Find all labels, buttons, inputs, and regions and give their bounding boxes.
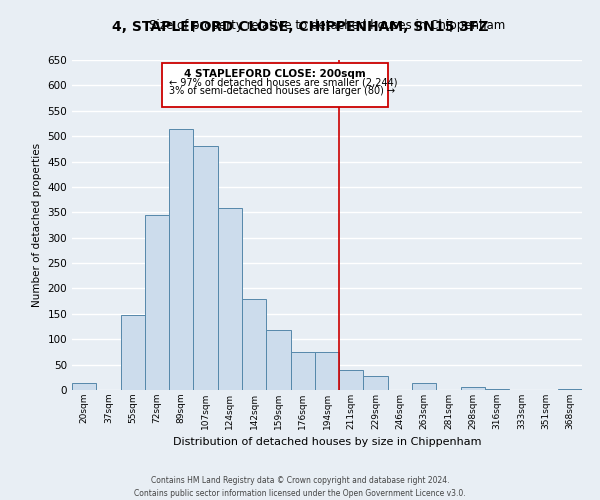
Text: 3% of semi-detached houses are larger (80) →: 3% of semi-detached houses are larger (8… bbox=[169, 86, 395, 96]
Bar bbox=[558, 389, 582, 390]
Text: 4 STAPLEFORD CLOSE: 200sqm: 4 STAPLEFORD CLOSE: 200sqm bbox=[184, 68, 365, 78]
Bar bbox=[485, 389, 509, 390]
Text: ← 97% of detached houses are smaller (2,244): ← 97% of detached houses are smaller (2,… bbox=[169, 78, 398, 88]
Bar bbox=[242, 298, 266, 390]
Bar bbox=[290, 352, 315, 390]
Bar bbox=[169, 128, 193, 390]
Text: 4, STAPLEFORD CLOSE, CHIPPENHAM, SN15 3FZ: 4, STAPLEFORD CLOSE, CHIPPENHAM, SN15 3F… bbox=[112, 20, 488, 34]
Bar bbox=[121, 315, 145, 390]
Bar bbox=[461, 388, 485, 390]
Bar bbox=[218, 208, 242, 390]
Bar bbox=[145, 215, 169, 390]
Bar bbox=[266, 330, 290, 390]
Bar bbox=[364, 376, 388, 390]
Title: Size of property relative to detached houses in Chippenham: Size of property relative to detached ho… bbox=[149, 20, 505, 32]
FancyBboxPatch shape bbox=[162, 62, 388, 107]
X-axis label: Distribution of detached houses by size in Chippenham: Distribution of detached houses by size … bbox=[173, 438, 481, 448]
Bar bbox=[339, 370, 364, 390]
Bar bbox=[193, 146, 218, 390]
Bar bbox=[72, 383, 96, 390]
Bar bbox=[315, 352, 339, 390]
Text: Contains HM Land Registry data © Crown copyright and database right 2024.
Contai: Contains HM Land Registry data © Crown c… bbox=[134, 476, 466, 498]
Y-axis label: Number of detached properties: Number of detached properties bbox=[32, 143, 42, 307]
Bar bbox=[412, 384, 436, 390]
